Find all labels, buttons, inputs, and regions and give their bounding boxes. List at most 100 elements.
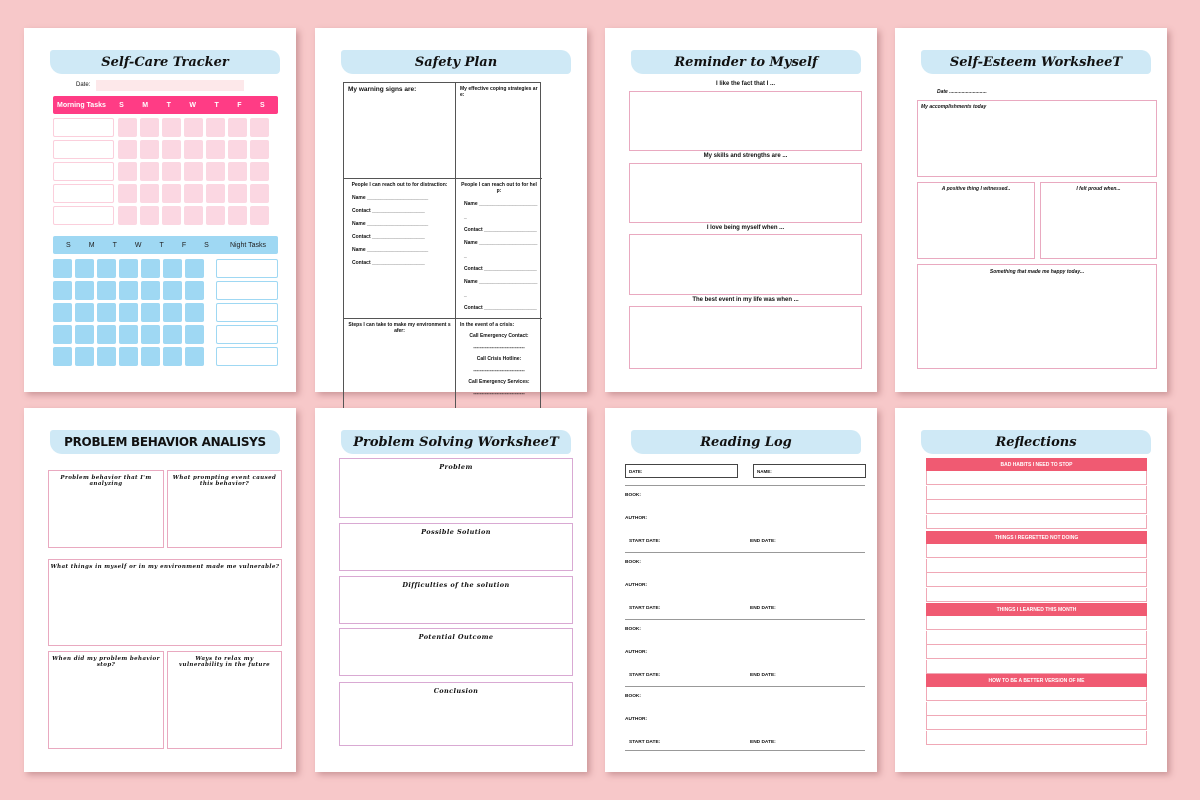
contact-line[interactable]: Contact ___________________: [352, 208, 425, 214]
night-check-cell[interactable]: [185, 325, 204, 344]
night-check-cell[interactable]: [141, 325, 160, 344]
night-check-cell[interactable]: [97, 259, 116, 278]
warning-signs-cell[interactable]: My warning signs are:: [344, 83, 456, 178]
morning-check-cell[interactable]: [206, 162, 225, 181]
name-line[interactable]: Name ______________________: [352, 195, 429, 201]
question-box[interactable]: What prompting event caused this behavio…: [167, 470, 282, 548]
section-box[interactable]: Problem: [339, 458, 573, 518]
night-check-cell[interactable]: [97, 281, 116, 300]
night-task-field[interactable]: [216, 259, 278, 278]
writing-line[interactable]: [926, 645, 1147, 659]
writing-line[interactable]: [926, 500, 1147, 514]
contact-line[interactable]: Contact ___________________: [352, 234, 425, 240]
writing-line[interactable]: [926, 544, 1147, 558]
night-task-field[interactable]: [216, 303, 278, 322]
night-check-cell[interactable]: [141, 347, 160, 366]
morning-check-cell[interactable]: [228, 206, 247, 225]
answer-box[interactable]: [629, 234, 862, 295]
night-check-cell[interactable]: [141, 281, 160, 300]
contact-line[interactable]: Contact ___________________: [464, 227, 537, 233]
section-box[interactable]: Difficulties of the solution: [339, 576, 573, 624]
night-check-cell[interactable]: [53, 347, 72, 366]
section-box[interactable]: Conclusion: [339, 682, 573, 746]
morning-check-cell[interactable]: [228, 118, 247, 137]
night-check-cell[interactable]: [163, 347, 182, 366]
writing-line[interactable]: [926, 716, 1147, 730]
writing-line[interactable]: [926, 558, 1147, 573]
writing-line[interactable]: [926, 701, 1147, 716]
name-line[interactable]: Name ______________________: [352, 247, 429, 253]
night-check-cell[interactable]: [53, 281, 72, 300]
writing-line[interactable]: [926, 573, 1147, 587]
morning-check-cell[interactable]: [162, 140, 181, 159]
morning-check-cell[interactable]: [250, 140, 269, 159]
night-check-cell[interactable]: [75, 259, 94, 278]
morning-check-cell[interactable]: [228, 184, 247, 203]
morning-check-cell[interactable]: [184, 118, 203, 137]
answer-box[interactable]: [629, 306, 862, 369]
writing-line[interactable]: [926, 514, 1147, 529]
night-task-field[interactable]: [216, 325, 278, 344]
night-check-cell[interactable]: [97, 325, 116, 344]
night-check-cell[interactable]: [53, 325, 72, 344]
question-box[interactable]: Problem behavior that I'm analyzing: [48, 470, 164, 548]
morning-check-cell[interactable]: [228, 140, 247, 159]
writing-line[interactable]: [926, 587, 1147, 602]
writing-line[interactable]: [926, 730, 1147, 745]
crisis-cell[interactable]: In the event of a crisis: Call Emergency…: [456, 318, 542, 412]
night-check-cell[interactable]: [75, 325, 94, 344]
morning-check-cell[interactable]: [184, 140, 203, 159]
happy-box[interactable]: Something that made me happy today...: [917, 264, 1157, 369]
morning-check-cell[interactable]: [162, 118, 181, 137]
night-check-cell[interactable]: [75, 347, 94, 366]
night-check-cell[interactable]: [119, 259, 138, 278]
night-check-cell[interactable]: [163, 325, 182, 344]
morning-check-cell[interactable]: [206, 140, 225, 159]
contact-line[interactable]: Contact ___________________: [464, 305, 537, 311]
night-check-cell[interactable]: [163, 281, 182, 300]
writing-line[interactable]: [926, 687, 1147, 701]
name-line[interactable]: Name ______________________: [464, 279, 538, 298]
morning-check-cell[interactable]: [206, 184, 225, 203]
name-line[interactable]: Name ______________________: [352, 221, 429, 227]
writing-line[interactable]: [926, 659, 1147, 674]
name-field[interactable]: NAME:: [753, 464, 866, 478]
help-cell[interactable]: People I can reach out to for help: Name…: [456, 178, 542, 318]
morning-check-cell[interactable]: [140, 140, 159, 159]
morning-check-cell[interactable]: [250, 162, 269, 181]
contact-line[interactable]: Contact ___________________: [464, 266, 537, 272]
name-line[interactable]: Name ______________________: [464, 201, 538, 220]
morning-check-cell[interactable]: [162, 206, 181, 225]
morning-check-cell[interactable]: [250, 118, 269, 137]
morning-check-cell[interactable]: [118, 140, 137, 159]
night-check-cell[interactable]: [185, 259, 204, 278]
steps-cell[interactable]: Steps I can take to make my environment …: [344, 318, 456, 412]
morning-check-cell[interactable]: [140, 118, 159, 137]
night-check-cell[interactable]: [185, 347, 204, 366]
morning-task-field[interactable]: [53, 206, 114, 225]
night-check-cell[interactable]: [119, 325, 138, 344]
morning-check-cell[interactable]: [162, 162, 181, 181]
night-check-cell[interactable]: [119, 347, 138, 366]
morning-task-field[interactable]: [53, 184, 114, 203]
answer-box[interactable]: [629, 163, 862, 223]
date-field[interactable]: [96, 80, 244, 91]
question-box[interactable]: Ways to relax my vulnerability in the fu…: [167, 651, 282, 749]
night-check-cell[interactable]: [141, 303, 160, 322]
night-check-cell[interactable]: [163, 259, 182, 278]
name-line[interactable]: Name ______________________: [464, 240, 538, 259]
date-field[interactable]: DATE:: [625, 464, 738, 478]
night-check-cell[interactable]: [75, 281, 94, 300]
night-task-field[interactable]: [216, 347, 278, 366]
morning-check-cell[interactable]: [250, 206, 269, 225]
writing-line[interactable]: [926, 616, 1147, 630]
coping-cell[interactable]: My effective coping strategies are:: [456, 83, 542, 178]
night-check-cell[interactable]: [141, 259, 160, 278]
night-check-cell[interactable]: [53, 303, 72, 322]
accomplishments-box[interactable]: My accomplishments today: [917, 100, 1157, 177]
section-box[interactable]: Possible Solution: [339, 523, 573, 571]
morning-check-cell[interactable]: [140, 162, 159, 181]
morning-task-field[interactable]: [53, 140, 114, 159]
night-check-cell[interactable]: [97, 303, 116, 322]
night-check-cell[interactable]: [53, 259, 72, 278]
